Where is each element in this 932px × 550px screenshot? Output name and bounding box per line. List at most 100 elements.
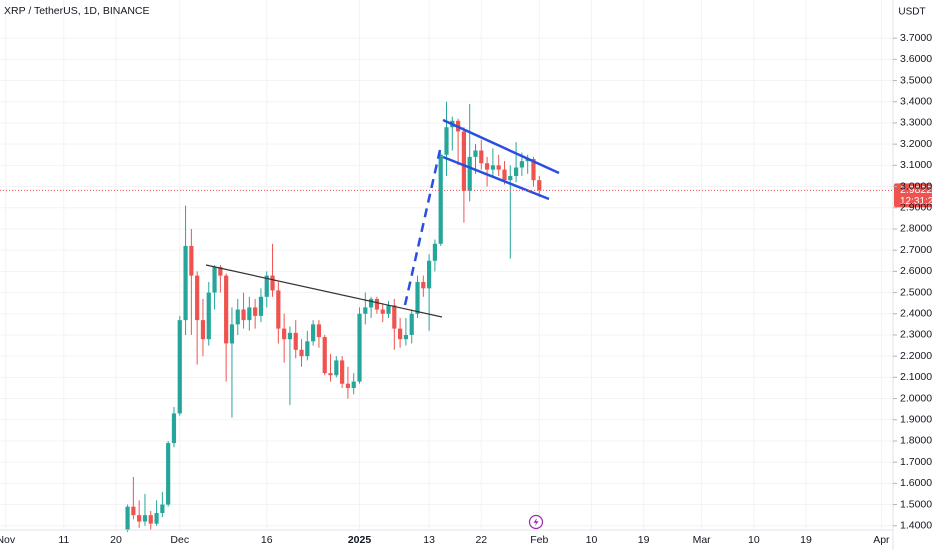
candle-body [374,298,380,310]
candle-body [235,309,240,325]
y-tick-label: 1.5000 [900,498,932,510]
candle-body [496,165,501,170]
candle-body [340,360,345,384]
last-price-label: 2.9822 [900,184,932,196]
y-tick-label: 2.1000 [900,371,932,383]
y-tick-label: 2.5000 [900,286,932,298]
candle-body [502,169,507,181]
y-tick-label: 3.6000 [900,53,932,65]
candle-body [427,260,432,289]
candle-body [247,307,252,321]
candle-body [345,383,351,388]
y-tick-label: 1.4000 [900,520,932,532]
x-tick-label: 19 [638,534,650,546]
candle-body [212,267,217,293]
grid [0,0,893,530]
candle-body [386,305,391,314]
candle-body [241,309,246,321]
candle-body [508,175,513,181]
x-tick-label: 11 [58,534,69,546]
candle-body [438,154,443,244]
candle-body [258,296,264,316]
candle-body [432,243,438,261]
x-tick-label: Nov [0,534,16,546]
candle-body [276,290,281,329]
x-tick-label: 20 [110,534,122,546]
candle-body [403,334,409,340]
candle-body [415,281,420,314]
channel-upper [442,118,560,175]
y-tick-label: 3.7000 [900,32,932,44]
x-tick-label: 2025 [348,534,372,546]
y-tick-label: 3.5000 [900,74,932,86]
events-icon[interactable] [528,514,544,530]
x-tick-label: Dec [170,534,189,546]
candle-body [293,332,298,350]
y-tick-label: 2.9000 [900,202,932,214]
candle-body [421,281,426,289]
x-tick-label: Apr [873,534,890,546]
candle-body [316,324,322,338]
y-tick-label: 2.8000 [900,223,932,235]
y-tick-label: 2.6000 [900,265,932,277]
y-tick-label: 3.2000 [900,138,932,150]
y-tick-label: 2.4000 [900,308,932,320]
y-tick-label: 1.6000 [900,477,932,489]
candle-body [131,506,136,516]
candle-body [311,324,316,342]
candle-body [299,349,304,357]
candle-body [369,298,374,308]
y-tick-label: 2.7000 [900,244,932,256]
y-tick-label: 1.9000 [900,414,932,426]
candle-body [380,309,385,314]
y-tick-label: 2.3000 [900,329,932,341]
candle-body [142,515,148,522]
trend-line [205,264,443,318]
x-tick-label: Feb [530,534,548,546]
candle-body [224,275,229,344]
y-tick-label: 3.4000 [900,96,932,108]
candle-body [363,307,368,314]
dashed-pole [403,149,442,306]
candle-body [137,515,142,522]
countdown: 12:31:28 [900,196,932,207]
x-tick-label: Mar [693,534,712,546]
candle-body [287,332,293,340]
candle-body [322,337,327,374]
candle-body [264,275,269,297]
candle-body [195,275,200,321]
candle-body [328,373,333,376]
candle-body [305,341,310,357]
candle-body [183,245,188,321]
candle-body [537,180,542,191]
candle-body [409,313,414,335]
last-price-box [894,183,932,208]
candle-body [479,150,484,164]
candle-body [484,163,490,170]
candle-body [229,324,235,344]
x-tick-label: 10 [586,534,598,546]
x-tick-label: 10 [748,534,760,546]
candle-body [282,328,287,340]
candle-body [467,156,472,191]
x-tick-label: 19 [800,534,812,546]
candle-body [351,381,356,388]
channel-lower [442,155,550,201]
y-tick-label: 1.7000 [900,456,932,468]
candle-body [398,328,403,340]
candle-body [513,167,519,176]
candle-body [125,506,130,530]
candles [125,101,542,533]
candle-body [218,267,223,276]
y-tick-label: 2.0000 [900,392,932,404]
y-tick-label: 3.3000 [900,117,932,129]
candle-body [171,413,177,444]
y-tick-label: 2.2000 [900,350,932,362]
candle-body [160,504,165,514]
x-tick-label: 13 [423,534,435,546]
y-tick-label: 3.0000 [900,180,932,192]
y-tick-label: 1.8000 [900,435,932,447]
candle-body [357,313,362,382]
